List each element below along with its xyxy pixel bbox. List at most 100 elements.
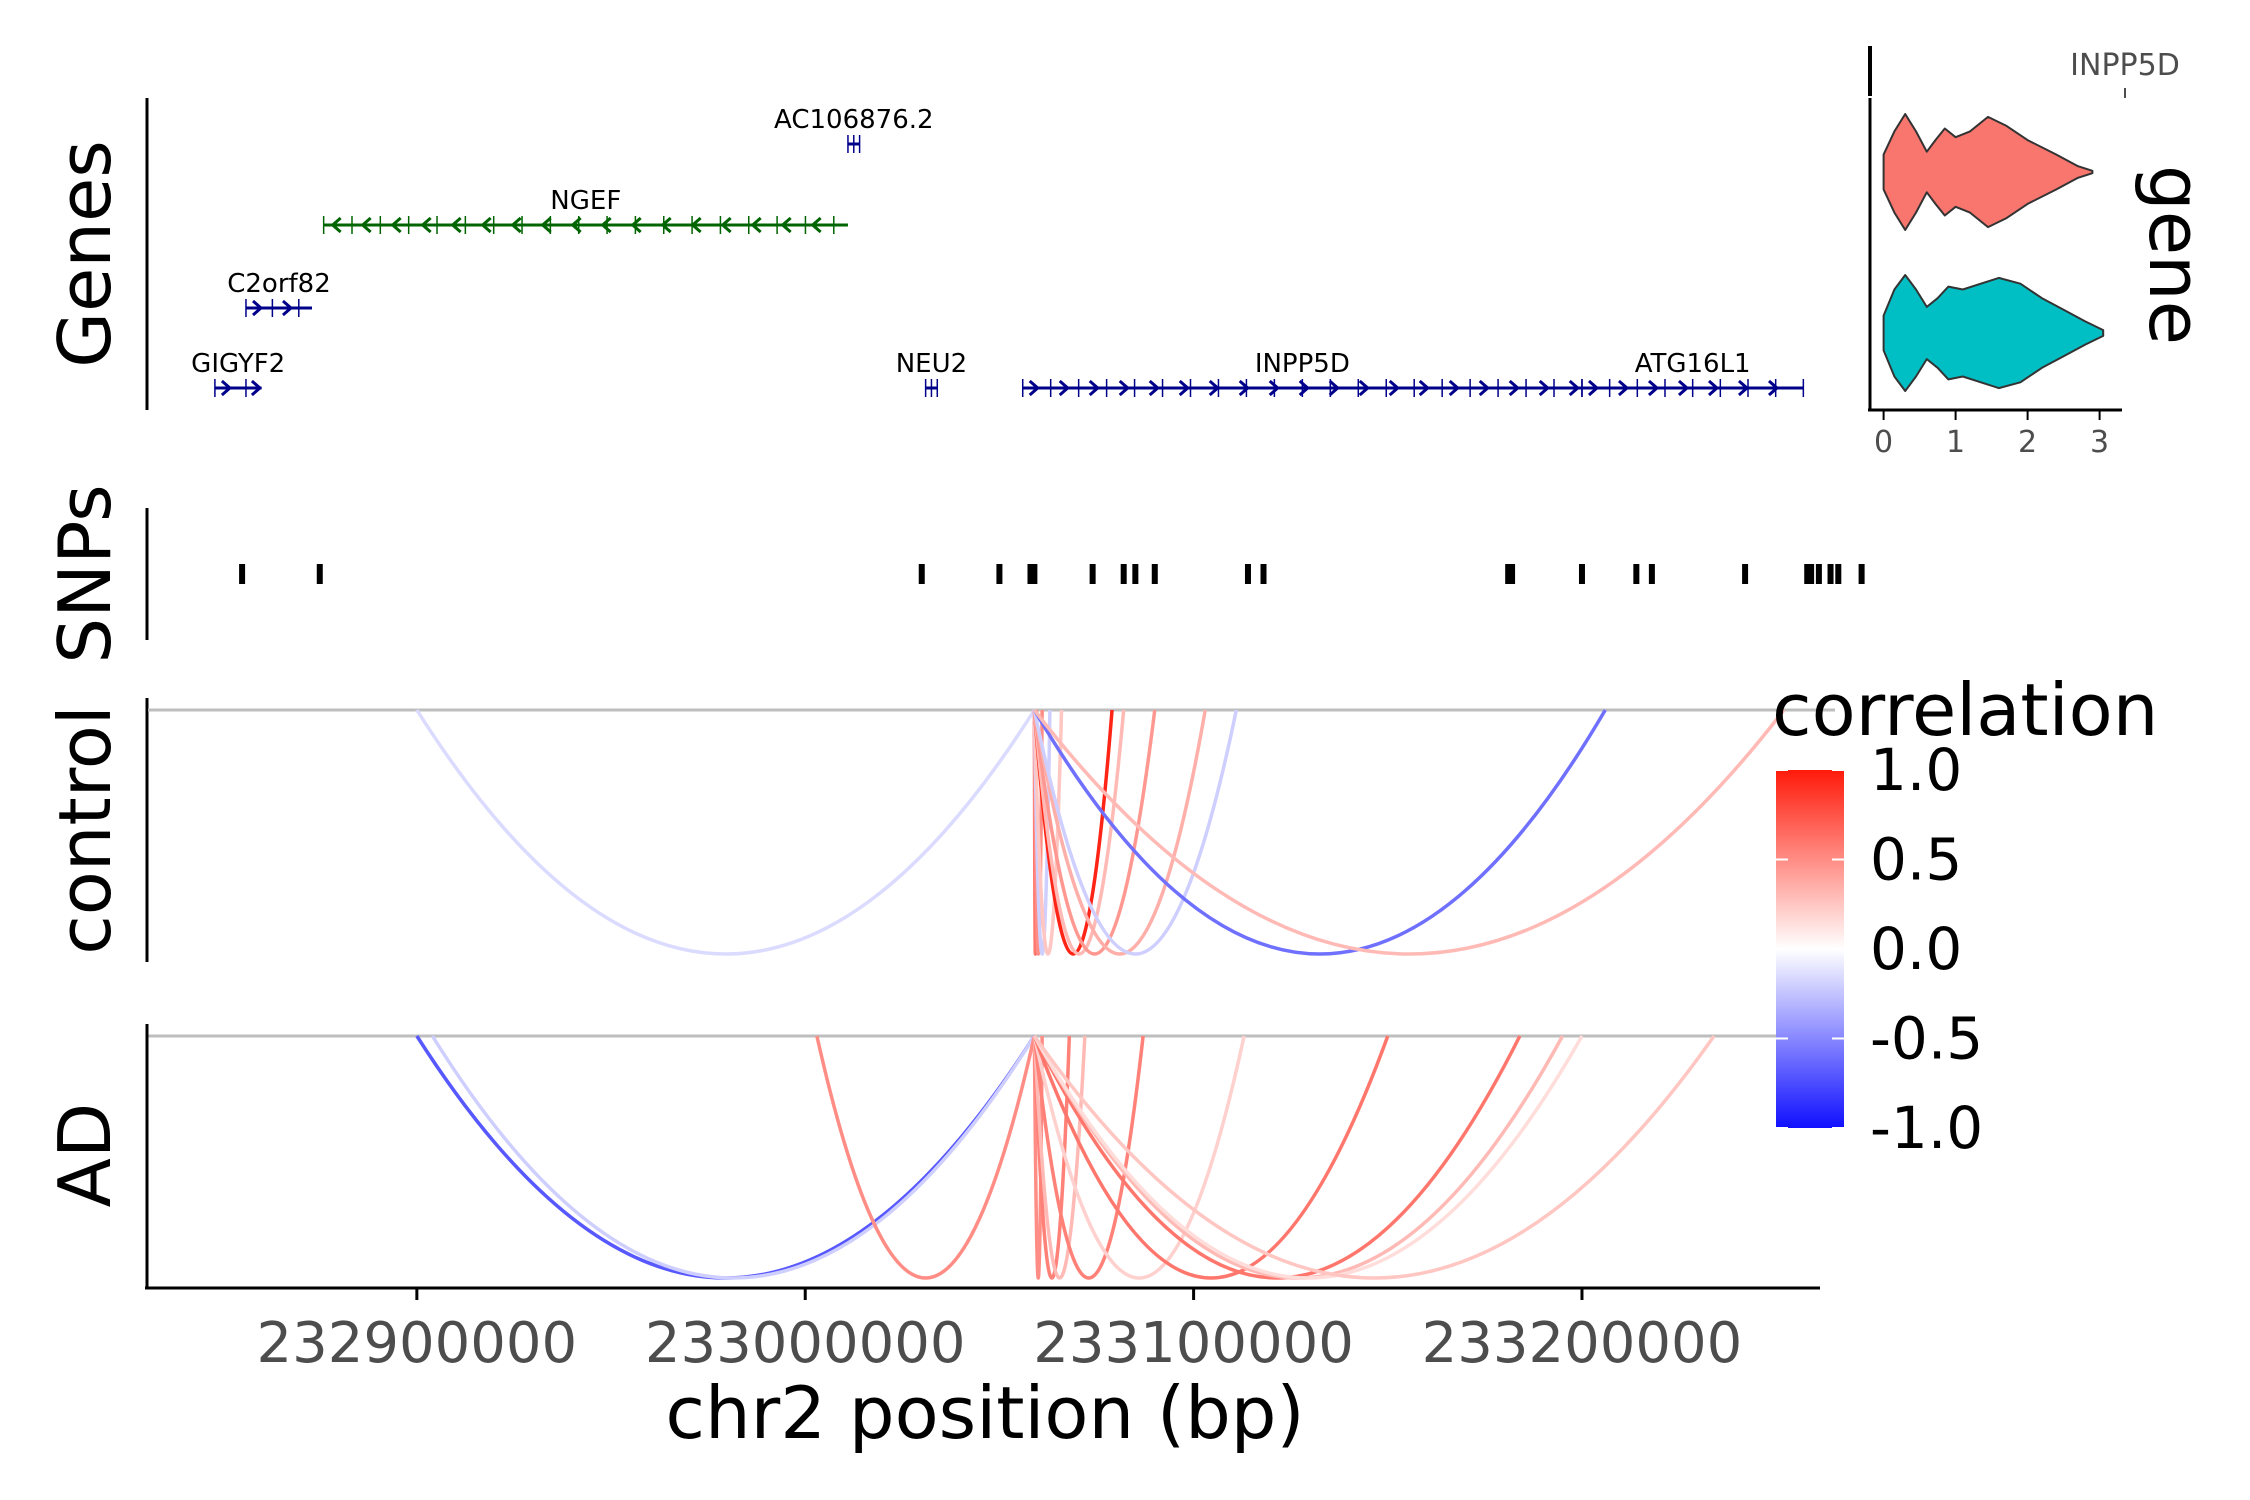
snp-mark xyxy=(1089,564,1096,584)
gene-inpp5d: INPP5D xyxy=(1021,349,1583,397)
strand-arrow xyxy=(360,216,372,234)
snp-mark xyxy=(918,564,925,584)
colorbar-title: correlation xyxy=(1772,668,2158,752)
gene-label: NGEF xyxy=(550,186,621,216)
strand-arrow xyxy=(1448,379,1460,397)
x-tick-label: 233200000 xyxy=(1422,1311,1743,1376)
snp-mark xyxy=(1815,564,1822,584)
x-tick-label: 232900000 xyxy=(257,1311,578,1376)
track-label-ad: AD xyxy=(43,1103,127,1208)
track-label-snps: SNPs xyxy=(43,484,127,663)
strand-arrow xyxy=(1617,379,1630,397)
link-arc xyxy=(1032,709,1207,956)
snp-mark xyxy=(239,564,246,584)
strand-arrow xyxy=(570,216,582,234)
strand-arrow xyxy=(1587,379,1600,397)
snp-mark xyxy=(1027,564,1034,584)
strand-arrow xyxy=(1238,379,1250,397)
link-arc xyxy=(415,1035,1036,1280)
snp-mark xyxy=(316,564,323,584)
strand-arrow xyxy=(1298,379,1310,397)
strand-arrow xyxy=(1707,379,1720,397)
strand-arrow xyxy=(390,216,402,234)
snp-mark xyxy=(1151,564,1158,584)
snp-mark xyxy=(1509,564,1516,584)
track-label-control: control xyxy=(43,705,127,955)
inset-x-tick-label: 1 xyxy=(1946,425,1965,460)
strand-arrow xyxy=(480,216,492,234)
link-arc xyxy=(815,1035,1037,1280)
snp-mark xyxy=(1858,564,1865,584)
strand-arrow xyxy=(1178,379,1190,397)
strand-arrow xyxy=(1028,379,1040,397)
strand-arrow xyxy=(720,216,732,234)
gene-label: INPP5D xyxy=(1255,349,1350,379)
strand-arrow xyxy=(1418,379,1430,397)
strand-arrow xyxy=(1478,379,1490,397)
link-arc xyxy=(1032,1035,1246,1280)
strand-arrow xyxy=(420,216,432,234)
inset-facet-label: gene xyxy=(2133,165,2217,345)
strand-arrow xyxy=(1767,379,1780,397)
strand-arrow xyxy=(1058,379,1070,397)
strand-arrow xyxy=(510,216,522,234)
strand-arrow xyxy=(600,216,612,234)
violin-control xyxy=(1882,113,2094,231)
snp-mark xyxy=(1578,564,1585,584)
x-tick-label: 233100000 xyxy=(1033,1311,1354,1376)
inset-x-tick-label: 2 xyxy=(2018,425,2037,460)
colorbar-tick-label: 1.0 xyxy=(1870,736,1962,804)
strand-arrow xyxy=(810,216,822,234)
gene-gigyf2: GIGYF2 xyxy=(191,349,285,397)
strand-arrow xyxy=(1088,379,1100,397)
link-arc xyxy=(430,1035,1036,1280)
snp-track xyxy=(239,564,1865,584)
gene-neu2: NEU2 xyxy=(896,349,967,397)
gene-label: AC106876.2 xyxy=(774,105,934,135)
gene-c2orf82: C2orf82 xyxy=(227,269,331,317)
gene-ngef: NGEF xyxy=(322,186,848,234)
snp-mark xyxy=(1244,564,1251,584)
link-arc xyxy=(415,709,1036,956)
link-arc xyxy=(1032,1035,1390,1280)
x-axis-title: chr2 position (bp) xyxy=(665,1371,1304,1455)
link-arc xyxy=(1032,708,1786,956)
link-arc xyxy=(1032,1035,1522,1280)
strand-arrow xyxy=(1148,379,1160,397)
gene-ac106876-2: AC106876.2 xyxy=(774,105,934,153)
strand-arrow xyxy=(540,216,552,234)
snp-mark xyxy=(1808,564,1815,584)
strand-arrow xyxy=(251,299,264,317)
strand-arrow xyxy=(220,379,233,397)
gene-label: NEU2 xyxy=(896,349,967,379)
strand-arrow xyxy=(1388,379,1400,397)
link-arc xyxy=(1032,709,1239,956)
link-arc xyxy=(1032,1035,1584,1280)
gene-label: ATG16L1 xyxy=(1635,349,1751,379)
colorbar-tick-label: 0.0 xyxy=(1870,915,1962,983)
x-tick-label: 233000000 xyxy=(645,1311,966,1376)
snp-mark xyxy=(1132,564,1139,584)
strand-arrow xyxy=(690,216,702,234)
ad-links xyxy=(148,1034,1835,1280)
strand-arrow xyxy=(1568,379,1580,397)
link-arc xyxy=(1032,709,1607,956)
strand-arrow xyxy=(780,216,792,234)
link-arc xyxy=(1032,1034,1716,1280)
strand-arrow xyxy=(1208,379,1220,397)
tracks-layer: Genes SNPs control AD GIGYF2 C2orf82 NGEF AC106… xyxy=(43,98,1865,1376)
strand-arrow xyxy=(1647,379,1660,397)
strand-arrow xyxy=(1328,379,1340,397)
snp-mark xyxy=(1120,564,1127,584)
snp-mark xyxy=(1742,564,1749,584)
strand-arrow xyxy=(1118,379,1130,397)
strand-arrow xyxy=(1268,379,1280,397)
snp-mark xyxy=(1835,564,1842,584)
link-arc xyxy=(1032,709,1157,956)
strand-arrow xyxy=(1737,379,1750,397)
snp-mark xyxy=(1827,564,1834,584)
strand-arrow xyxy=(250,379,263,397)
inset-x-tick-label: 3 xyxy=(2090,425,2109,460)
inset-x-tick-label: 0 xyxy=(1874,425,1893,460)
